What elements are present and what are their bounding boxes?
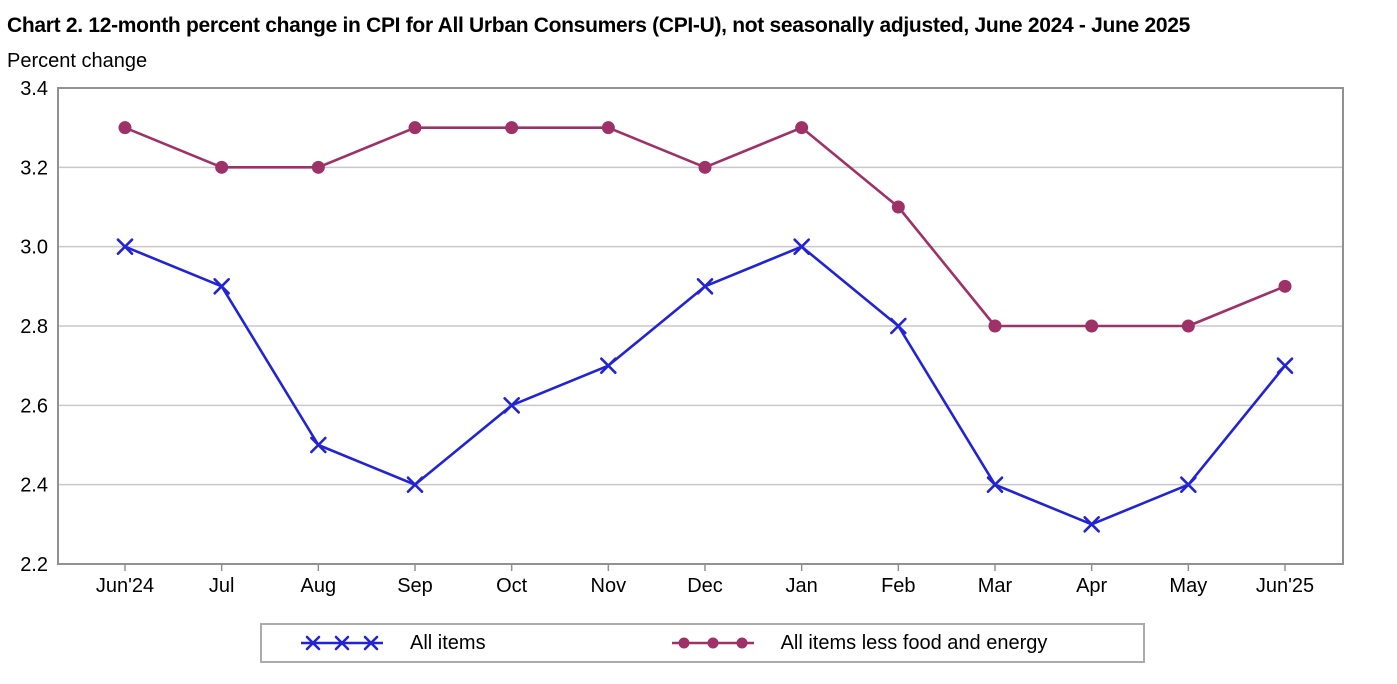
data-point-marker bbox=[311, 160, 325, 174]
y-tick-label: 2.6 bbox=[20, 395, 48, 417]
data-point-marker bbox=[334, 635, 350, 651]
x-tick-label: Mar bbox=[978, 575, 1013, 597]
data-point-marker bbox=[116, 238, 134, 255]
series-line-1 bbox=[124, 126, 1286, 328]
data-point-marker bbox=[678, 637, 690, 649]
data-point-marker bbox=[601, 121, 615, 135]
x-tick-label: Aug bbox=[301, 575, 337, 597]
all-items-line-sample bbox=[301, 635, 383, 651]
data-point-marker bbox=[213, 278, 230, 295]
x-tick-label: Apr bbox=[1076, 575, 1107, 597]
x-tick-label: Jan bbox=[786, 575, 818, 597]
y-tick-label: 2.2 bbox=[20, 554, 48, 576]
x-tick-label: Nov bbox=[591, 575, 627, 597]
data-point-marker bbox=[1278, 279, 1292, 293]
data-point-marker bbox=[505, 121, 519, 135]
data-point-marker bbox=[698, 160, 712, 174]
x-tick-label: Dec bbox=[687, 575, 723, 597]
data-point-marker bbox=[1180, 476, 1197, 493]
chart-title: Chart 2. 12-month percent change in CPI … bbox=[7, 14, 1190, 37]
x-tick-label: Jun'25 bbox=[1256, 575, 1314, 597]
y-tick-label: 2.4 bbox=[20, 475, 48, 497]
legend-item-core: All items less food and energy bbox=[671, 631, 1048, 655]
data-point-marker bbox=[795, 121, 809, 135]
data-point-marker bbox=[600, 357, 617, 374]
data-point-marker bbox=[986, 476, 1004, 493]
data-point-marker bbox=[707, 637, 719, 649]
chart-legend: All items All items less food and energy bbox=[260, 623, 1145, 663]
x-tick-label: May bbox=[1169, 575, 1207, 597]
y-tick-label: 2.8 bbox=[20, 316, 48, 338]
data-point-marker bbox=[305, 635, 321, 651]
series-line-0 bbox=[124, 245, 1287, 526]
x-tick-label: Feb bbox=[881, 575, 915, 597]
x-tick-label: Oct bbox=[496, 575, 528, 597]
data-point-marker bbox=[363, 635, 379, 651]
y-axis-unit-label: Percent change bbox=[7, 50, 148, 72]
y-tick-label: 3.4 bbox=[20, 78, 48, 100]
x-tick-label: Sep bbox=[397, 575, 433, 597]
data-point-marker bbox=[1276, 357, 1294, 374]
data-point-marker bbox=[408, 121, 422, 135]
legend-item-all-items: All items bbox=[300, 631, 486, 655]
core-line-sample bbox=[671, 637, 754, 649]
data-point-marker bbox=[696, 278, 714, 295]
data-point-marker bbox=[1181, 319, 1195, 333]
plot-border bbox=[57, 87, 1344, 565]
data-point-marker bbox=[118, 121, 132, 135]
data-point-marker bbox=[310, 436, 327, 454]
x-tick-label: Jun'24 bbox=[96, 575, 154, 597]
data-point-marker bbox=[736, 637, 748, 649]
legend-label-all-items: All items bbox=[410, 631, 486, 654]
data-point-marker bbox=[1083, 516, 1100, 533]
data-point-marker bbox=[793, 238, 810, 255]
legend-label-core: All items less food and energy bbox=[780, 631, 1048, 654]
data-point-marker bbox=[406, 476, 424, 493]
data-point-marker bbox=[503, 397, 520, 414]
data-point-marker bbox=[215, 160, 229, 174]
data-point-marker bbox=[1085, 319, 1099, 333]
x-tick-label: Jul bbox=[209, 575, 235, 597]
data-point-marker bbox=[890, 317, 907, 335]
y-tick-label: 3.0 bbox=[20, 237, 48, 259]
data-point-marker bbox=[988, 319, 1002, 333]
y-tick-label: 3.2 bbox=[20, 157, 48, 179]
data-point-marker bbox=[891, 200, 905, 214]
